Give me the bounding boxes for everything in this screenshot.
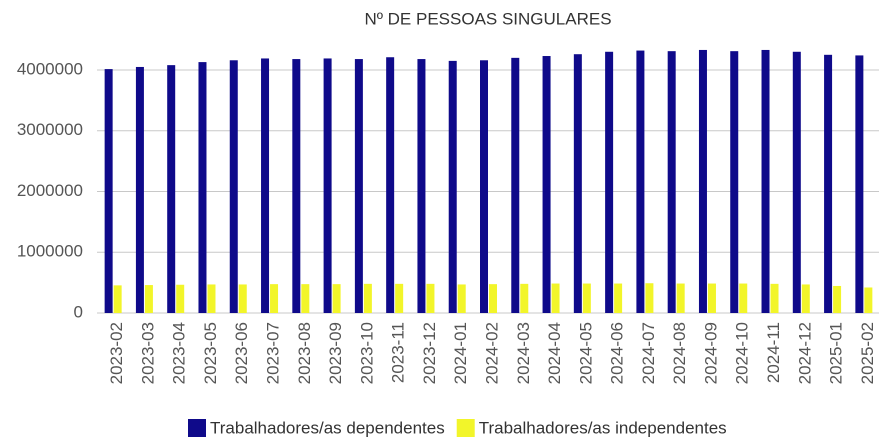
bar <box>426 283 435 313</box>
bar <box>551 283 560 313</box>
bar <box>770 283 779 313</box>
x-tick-label: 2025-01 <box>827 322 846 384</box>
bar <box>864 287 873 313</box>
bar <box>511 57 520 313</box>
bar <box>301 284 310 313</box>
bar <box>261 58 270 313</box>
bar <box>792 51 801 314</box>
y-tick-label: 0 <box>74 302 83 321</box>
bar <box>386 57 395 314</box>
bar <box>761 49 770 313</box>
bar <box>824 54 833 313</box>
x-tick-label: 2024-03 <box>514 322 533 384</box>
bar <box>707 283 716 313</box>
bar <box>457 284 466 313</box>
bar <box>573 54 582 314</box>
bar <box>354 59 363 313</box>
y-tick-label: 1000000 <box>17 242 83 261</box>
bar <box>542 56 551 314</box>
x-tick-label: 2024-06 <box>608 322 627 384</box>
x-tick-label: 2025-02 <box>858 322 877 384</box>
bar <box>833 285 842 313</box>
x-tick-label: 2024-07 <box>639 322 658 384</box>
bar <box>520 283 529 313</box>
x-tick-label: 2023-03 <box>138 322 157 384</box>
x-tick-label: 2023-10 <box>357 322 376 384</box>
x-tick-label: 2024-08 <box>670 322 689 384</box>
bar <box>636 50 645 314</box>
y-tick-label: 2000000 <box>17 181 83 200</box>
bar <box>363 283 372 313</box>
bar <box>730 51 739 313</box>
bar <box>104 69 113 314</box>
x-tick-label: 2024-01 <box>451 322 470 384</box>
x-tick-label: 2024-05 <box>576 322 595 384</box>
bar <box>698 49 707 313</box>
bar <box>417 59 426 313</box>
x-tick-label: 2023-08 <box>295 322 314 384</box>
bar <box>198 62 207 313</box>
bar <box>667 51 676 313</box>
x-tick-label: 2023-06 <box>232 322 251 384</box>
chart-title: Nº DE PESSOAS SINGULARES <box>364 9 611 28</box>
x-tick-label: 2024-02 <box>482 322 501 384</box>
x-tick-label: 2023-04 <box>170 322 189 384</box>
bar <box>207 284 216 313</box>
bar <box>739 283 748 313</box>
bar <box>395 283 404 313</box>
bar <box>855 55 864 314</box>
bar <box>135 66 144 314</box>
bar <box>113 285 122 313</box>
x-tick-label: 2023-11 <box>389 322 408 383</box>
bar <box>614 283 623 313</box>
y-tick-label: 3000000 <box>17 120 83 139</box>
bar <box>292 59 301 313</box>
legend-swatch <box>456 419 475 437</box>
y-tick-label: 4000000 <box>17 59 83 78</box>
x-tick-label: 2023-09 <box>326 322 345 384</box>
x-tick-label: 2023-12 <box>420 322 439 384</box>
legend-swatch <box>188 419 206 437</box>
bar <box>645 283 654 313</box>
legend-label: Trabalhadores/as dependentes <box>210 418 445 437</box>
bar <box>167 65 176 313</box>
bar <box>270 284 279 313</box>
x-tick-label: 2024-04 <box>545 322 564 384</box>
bar <box>605 51 614 314</box>
bar <box>801 284 810 313</box>
x-tick-label: 2024-10 <box>733 322 752 384</box>
x-tick-label: 2024-11 <box>764 322 783 383</box>
bar <box>238 284 247 313</box>
bar <box>448 60 457 314</box>
bar <box>144 285 153 313</box>
bar <box>676 283 685 313</box>
x-tick-label: 2024-12 <box>795 322 814 384</box>
bar <box>332 284 341 313</box>
bar <box>323 58 332 313</box>
bar <box>229 60 238 313</box>
x-tick-label: 2023-05 <box>201 322 220 384</box>
bar <box>582 283 591 313</box>
bar <box>489 284 497 313</box>
x-tick-label: 2023-07 <box>264 322 283 384</box>
bar <box>480 60 488 313</box>
legend-label: Trabalhadores/as independentes <box>479 418 727 437</box>
x-tick-label: 2024-09 <box>701 322 720 384</box>
bar <box>176 284 185 313</box>
x-tick-label: 2023-02 <box>107 322 126 384</box>
